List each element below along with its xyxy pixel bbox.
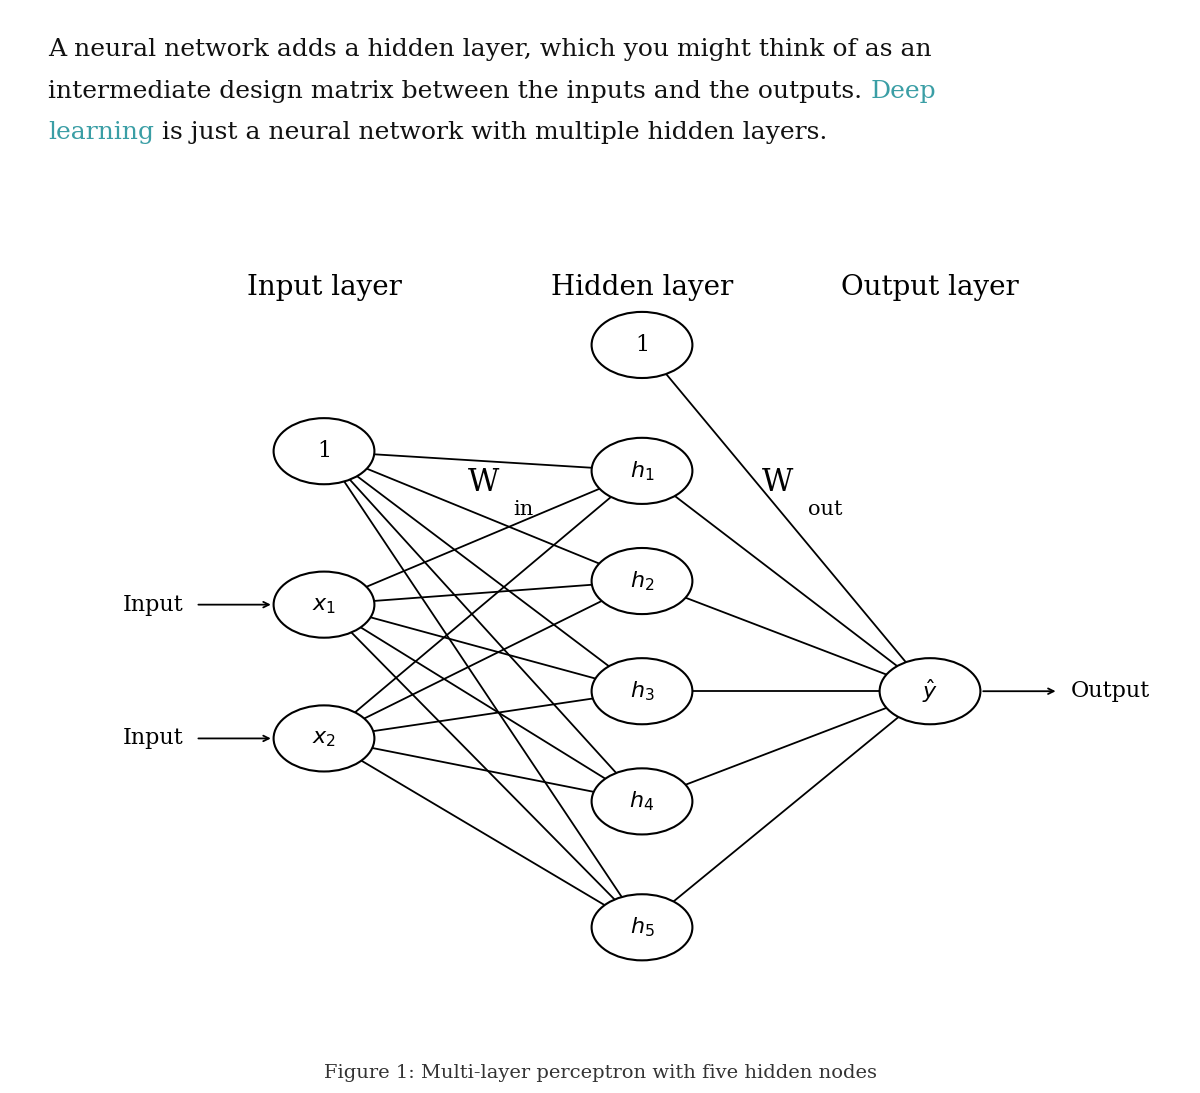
Text: A neural network adds a hidden layer, which you might think of as an: A neural network adds a hidden layer, wh… bbox=[48, 38, 931, 61]
Circle shape bbox=[274, 705, 374, 772]
Circle shape bbox=[592, 548, 692, 614]
Text: $\hat{y}$: $\hat{y}$ bbox=[922, 678, 938, 705]
Text: is just a neural network with multiple hidden layers.: is just a neural network with multiple h… bbox=[154, 121, 827, 144]
Text: $h_3$: $h_3$ bbox=[630, 680, 654, 703]
Text: Output layer: Output layer bbox=[841, 274, 1019, 302]
Text: 1: 1 bbox=[635, 334, 649, 356]
Circle shape bbox=[274, 419, 374, 484]
Text: in: in bbox=[514, 500, 534, 519]
Text: Input: Input bbox=[122, 593, 184, 615]
Text: Input: Input bbox=[122, 728, 184, 750]
Text: $h_1$: $h_1$ bbox=[630, 459, 654, 483]
Text: $h_4$: $h_4$ bbox=[630, 789, 654, 813]
Text: Hidden layer: Hidden layer bbox=[551, 274, 733, 302]
Text: Deep: Deep bbox=[870, 80, 936, 103]
Text: 1: 1 bbox=[317, 440, 331, 462]
Text: out: out bbox=[808, 500, 842, 519]
Text: W: W bbox=[468, 467, 499, 498]
Circle shape bbox=[274, 572, 374, 637]
Text: $h_2$: $h_2$ bbox=[630, 569, 654, 592]
Text: learning: learning bbox=[48, 121, 154, 144]
Circle shape bbox=[592, 658, 692, 725]
Circle shape bbox=[592, 312, 692, 378]
Circle shape bbox=[880, 658, 980, 725]
Text: $x_1$: $x_1$ bbox=[312, 593, 336, 615]
Circle shape bbox=[592, 768, 692, 834]
Text: W: W bbox=[762, 467, 793, 498]
Text: Output: Output bbox=[1070, 680, 1150, 702]
Text: intermediate design matrix between the inputs and the outputs.: intermediate design matrix between the i… bbox=[48, 80, 870, 103]
Text: Figure 1: Multi-layer perceptron with five hidden nodes: Figure 1: Multi-layer perceptron with fi… bbox=[324, 1065, 876, 1082]
Text: Input layer: Input layer bbox=[246, 274, 402, 302]
Text: $h_5$: $h_5$ bbox=[630, 916, 654, 939]
Circle shape bbox=[592, 894, 692, 961]
Circle shape bbox=[592, 438, 692, 504]
Text: $x_2$: $x_2$ bbox=[312, 728, 336, 750]
